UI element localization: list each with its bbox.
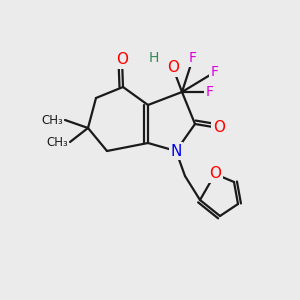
Text: F: F [206, 85, 214, 99]
Text: F: F [189, 51, 197, 65]
Text: CH₃: CH₃ [46, 136, 68, 148]
Text: O: O [116, 52, 128, 68]
Text: O: O [213, 121, 225, 136]
Text: CH₃: CH₃ [41, 113, 63, 127]
Text: H: H [149, 51, 159, 65]
Text: F: F [211, 65, 219, 79]
Text: N: N [170, 143, 182, 158]
Text: O: O [167, 61, 179, 76]
Text: O: O [209, 167, 221, 182]
